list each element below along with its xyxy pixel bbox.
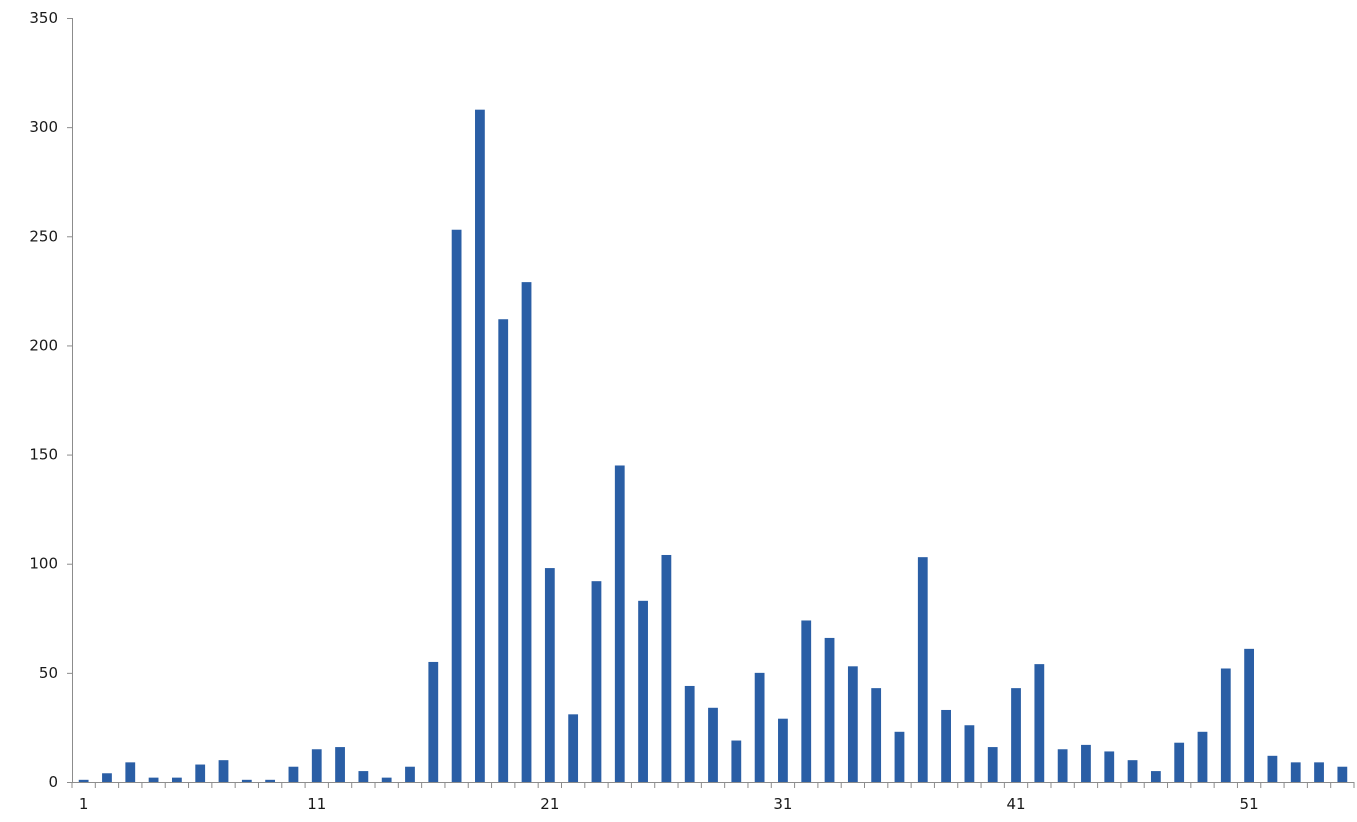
bar-8: [241, 779, 252, 782]
y-tick-label: 50: [39, 664, 58, 682]
bar-33: [824, 637, 835, 782]
bar-32: [801, 620, 812, 782]
x-tick-label: 51: [1240, 795, 1259, 813]
bar-3: [125, 762, 136, 782]
y-tick-label: 150: [29, 446, 58, 464]
bar-22: [568, 714, 579, 782]
x-tick-label: 41: [1006, 795, 1025, 813]
bar-26: [661, 554, 672, 782]
bar-47: [1150, 771, 1161, 782]
x-tick-label: 1: [79, 795, 89, 813]
x-tick-label: 31: [773, 795, 792, 813]
bar-46: [1127, 760, 1138, 782]
bar-36: [894, 731, 905, 782]
bar-12: [335, 747, 345, 782]
y-tick-label: 350: [29, 9, 58, 27]
bar-45: [1104, 751, 1115, 782]
bar-48: [1174, 742, 1185, 782]
bar-29: [731, 740, 742, 782]
bar-37: [917, 557, 928, 782]
bar-43: [1057, 749, 1068, 782]
x-tick-label: 21: [540, 795, 559, 813]
bar-44: [1081, 744, 1091, 782]
bar-53: [1290, 762, 1301, 782]
bar-54: [1314, 762, 1324, 782]
bar-10: [288, 766, 299, 782]
bar-2: [102, 773, 112, 782]
bar-18: [475, 109, 485, 783]
y-tick-label: 250: [29, 227, 58, 245]
bar-28: [708, 707, 718, 782]
bar-42: [1034, 664, 1045, 782]
bar-50: [1220, 668, 1231, 782]
bar-4: [148, 777, 159, 782]
bar-5: [171, 777, 182, 782]
y-tick-label: 0: [48, 773, 58, 791]
y-tick-label: 100: [29, 555, 58, 573]
bar-27: [684, 685, 695, 782]
bar-11: [311, 749, 322, 782]
bar-38: [941, 709, 951, 782]
y-axis-ticks: 0 50 100 150 200 250 300 350: [29, 9, 72, 791]
bar-14: [381, 777, 392, 782]
bar-9: [265, 779, 276, 782]
bars: [78, 109, 1348, 783]
bar-25: [638, 600, 648, 782]
bar-39: [964, 725, 975, 782]
y-tick-label: 200: [29, 336, 58, 354]
bar-40: [987, 747, 998, 782]
bar-23: [591, 581, 602, 782]
bar-24: [614, 465, 625, 782]
x-tick-label: 11: [307, 795, 326, 813]
bar-41: [1011, 688, 1021, 782]
bar-35: [871, 688, 882, 782]
bar-19: [498, 319, 509, 782]
bar-7: [218, 760, 229, 782]
bar-52: [1267, 755, 1278, 782]
bar-31: [778, 718, 788, 782]
bar-21: [544, 568, 555, 782]
x-axis-ticks: 1 11 21 31 41 51: [71, 782, 1355, 813]
bar-51: [1244, 648, 1255, 782]
bar-16: [428, 661, 439, 782]
bar-6: [195, 764, 206, 782]
bar-13: [358, 771, 369, 782]
bar-30: [754, 672, 765, 782]
bar-17: [451, 229, 462, 783]
bar-49: [1197, 731, 1208, 782]
bar-15: [405, 766, 415, 782]
bar-55: [1337, 766, 1348, 782]
bar-1: [78, 779, 89, 782]
y-tick-label: 300: [29, 118, 58, 136]
bar-20: [521, 282, 532, 782]
bar-34: [847, 666, 858, 782]
